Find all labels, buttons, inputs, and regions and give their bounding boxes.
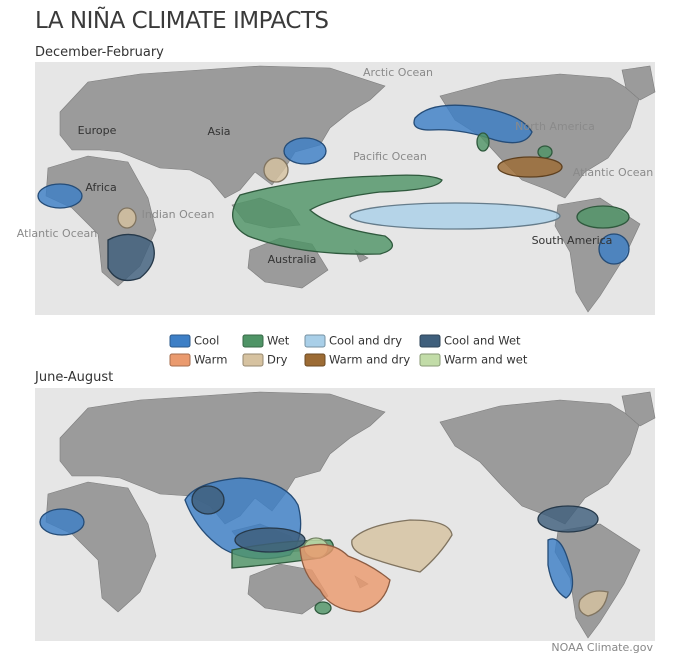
impact-area xyxy=(576,205,630,229)
map-label: Atlantic Ocean xyxy=(17,227,98,240)
map-label: North America xyxy=(515,120,595,133)
impact-area xyxy=(497,156,563,178)
map-label: Europe xyxy=(78,124,117,137)
map-label: Atlantic Ocean xyxy=(573,166,654,179)
impacts-jun-aug xyxy=(39,477,609,617)
impact-area xyxy=(537,145,553,159)
impact-area xyxy=(191,485,225,515)
credit: NOAA Climate.gov xyxy=(551,641,653,654)
map-label: South America xyxy=(532,234,613,247)
impact-area xyxy=(351,519,453,573)
legend-label: Warm and wet xyxy=(444,353,528,367)
impact-area xyxy=(537,505,599,533)
legend-label: Warm and dry xyxy=(329,353,410,367)
legend-swatch xyxy=(419,334,441,348)
title: LA NIÑA CLIMATE IMPACTS xyxy=(35,6,329,34)
season-label: December-February xyxy=(35,45,164,60)
impact-area xyxy=(263,157,289,183)
impact-area xyxy=(413,104,533,144)
legend-label: Wet xyxy=(267,334,290,348)
legend-swatch xyxy=(169,334,191,348)
legend-swatch xyxy=(304,353,326,367)
impacts-dec-feb xyxy=(37,104,630,282)
legend-swatch xyxy=(419,353,441,367)
impact-area xyxy=(117,207,137,229)
impact-area xyxy=(349,202,561,230)
map-label: Africa xyxy=(85,181,116,194)
map-label: Indian Ocean xyxy=(142,208,215,221)
legend-swatch xyxy=(304,334,326,348)
legend-label: Cool and Wet xyxy=(444,334,521,348)
map-labels: Arctic Ocean Europe Asia North America A… xyxy=(17,66,654,266)
legend-label: Warm xyxy=(194,353,227,367)
legend-label: Cool and dry xyxy=(329,334,402,348)
legend-swatch xyxy=(242,353,264,367)
impact-area xyxy=(547,538,574,599)
map-label: Asia xyxy=(207,125,230,138)
impact-area xyxy=(232,174,443,255)
impact-area xyxy=(598,233,630,265)
legend-label: Cool xyxy=(194,334,219,348)
legend-swatch xyxy=(169,353,191,367)
impact-area xyxy=(314,601,332,615)
impact-area xyxy=(283,137,327,165)
impact-area xyxy=(234,527,306,553)
season-label: June-August xyxy=(34,370,113,385)
impact-area xyxy=(299,543,391,613)
legend: Cool Wet Cool and dry Cool and Wet Warm Dry Wa… xyxy=(169,334,528,367)
map-label: Pacific Ocean xyxy=(353,150,427,163)
map-label: Arctic Ocean xyxy=(363,66,433,79)
impact-area xyxy=(39,508,85,536)
legend-swatch xyxy=(242,334,264,348)
impact-area xyxy=(37,183,83,209)
impact-area xyxy=(107,233,155,282)
map-label: Australia xyxy=(268,253,317,266)
legend-label: Dry xyxy=(267,353,288,367)
impact-area xyxy=(476,132,490,152)
impact-area xyxy=(578,590,609,617)
